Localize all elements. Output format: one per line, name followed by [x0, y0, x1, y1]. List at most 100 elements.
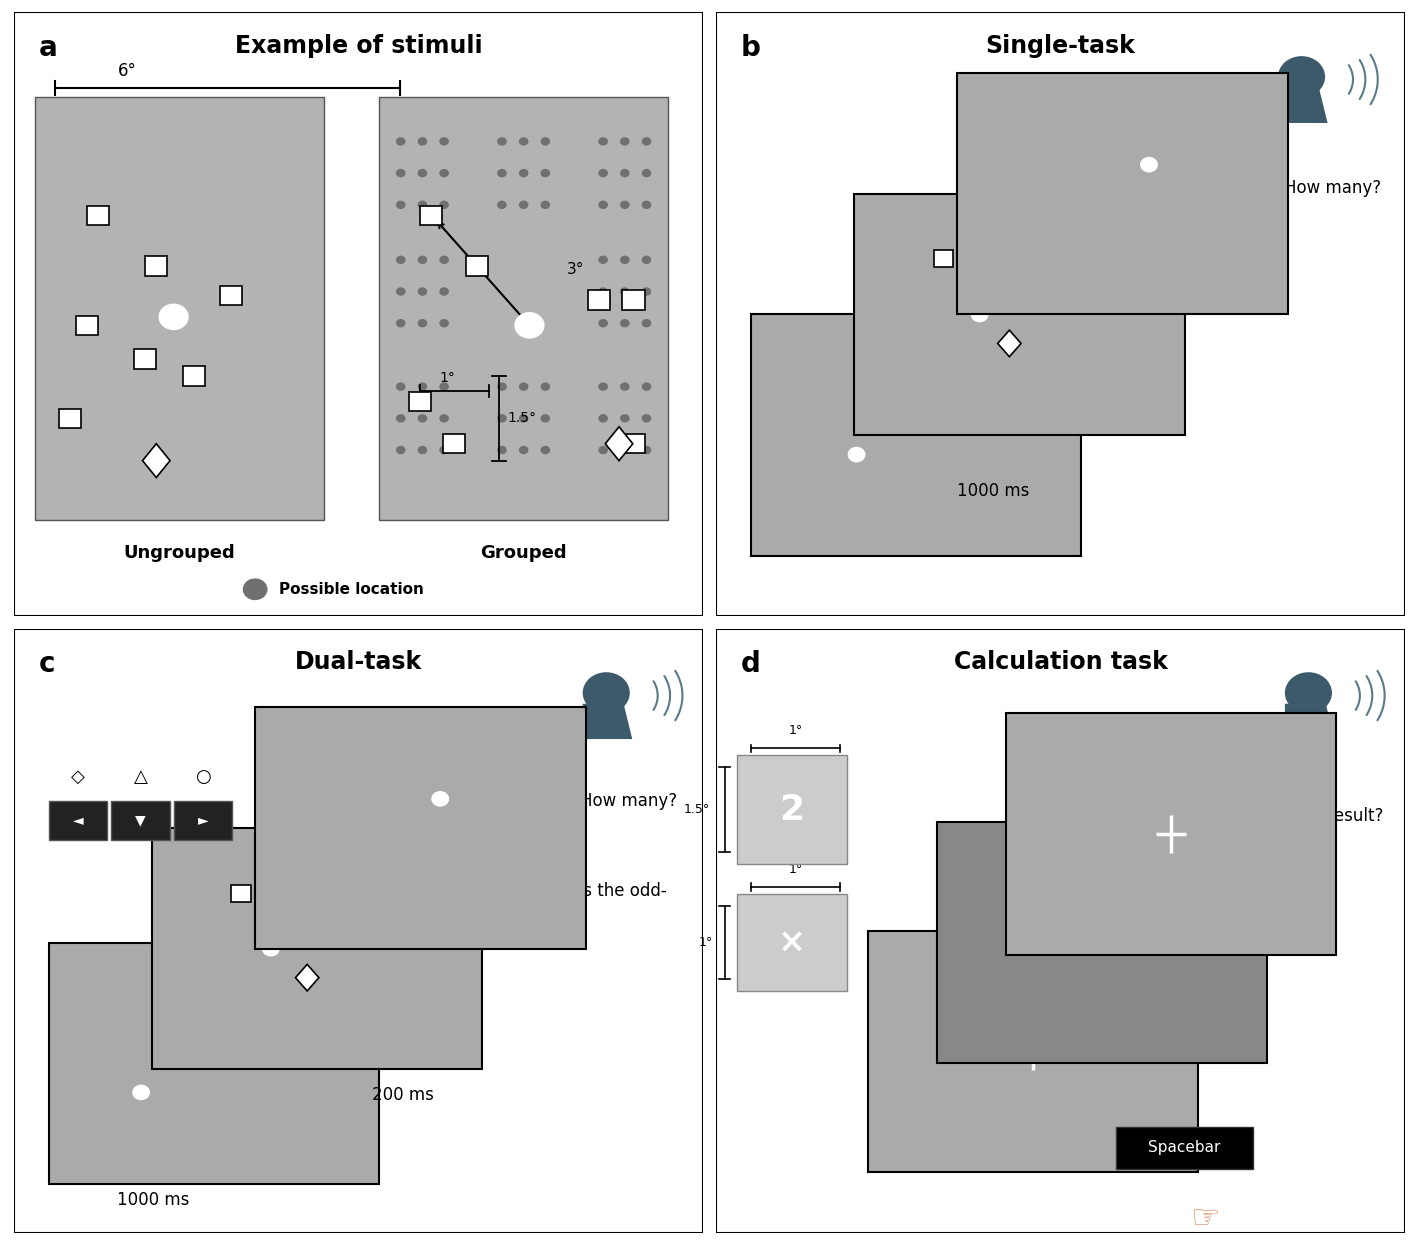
Circle shape [620, 319, 630, 327]
Bar [145, 256, 167, 276]
Circle shape [620, 137, 630, 146]
Text: Example of stimuli: Example of stimuli [234, 34, 482, 57]
Circle shape [541, 415, 551, 422]
Circle shape [396, 169, 406, 177]
Circle shape [599, 255, 607, 264]
Circle shape [417, 255, 427, 264]
Text: ○: ○ [196, 768, 211, 786]
Circle shape [497, 415, 507, 422]
Bar [443, 435, 465, 453]
Bar [220, 286, 243, 305]
Circle shape [497, 382, 507, 391]
Circle shape [1284, 672, 1332, 713]
Circle shape [417, 415, 427, 422]
Bar [409, 392, 430, 411]
Circle shape [519, 137, 528, 146]
Circle shape [620, 415, 630, 422]
Circle shape [132, 1084, 150, 1101]
Text: 2 × 3: 2 × 3 [1057, 928, 1147, 957]
Circle shape [519, 415, 528, 422]
Circle shape [396, 255, 406, 264]
Circle shape [440, 200, 448, 209]
Text: Calculation task: Calculation task [954, 650, 1168, 674]
Text: a: a [38, 34, 57, 61]
Bar [1006, 713, 1335, 955]
Circle shape [417, 288, 427, 296]
Circle shape [440, 319, 448, 327]
Circle shape [641, 137, 651, 146]
Text: 1.5°: 1.5° [508, 411, 536, 426]
Bar [623, 290, 644, 310]
Circle shape [514, 312, 545, 339]
Circle shape [971, 306, 989, 322]
Text: 1000 ms: 1000 ms [118, 1191, 190, 1209]
Bar [736, 756, 847, 864]
Circle shape [599, 319, 607, 327]
Text: 200 ms: 200 ms [372, 1086, 434, 1103]
Circle shape [440, 255, 448, 264]
Text: Single-task: Single-task [986, 34, 1135, 57]
Circle shape [497, 446, 507, 454]
Polygon shape [295, 965, 319, 991]
Circle shape [541, 137, 551, 146]
Bar [268, 921, 287, 937]
Bar [958, 73, 1288, 315]
Bar [854, 194, 1185, 436]
Circle shape [440, 137, 448, 146]
Text: 1°: 1° [700, 936, 714, 949]
Text: How many?: How many? [580, 792, 677, 809]
Bar [937, 822, 1267, 1063]
Text: △: △ [133, 768, 148, 786]
Circle shape [417, 446, 427, 454]
Text: d: d [741, 650, 761, 677]
Text: Spacebar: Spacebar [1148, 1140, 1220, 1155]
Bar [231, 885, 251, 901]
Text: 6°: 6° [118, 62, 136, 80]
Bar [1115, 1127, 1253, 1169]
Text: 1000 ms: 1000 ms [958, 482, 1030, 499]
Polygon shape [1284, 703, 1334, 740]
Circle shape [641, 288, 651, 296]
Bar [111, 801, 170, 840]
Bar [152, 828, 482, 1069]
Circle shape [440, 382, 448, 391]
Circle shape [641, 319, 651, 327]
Circle shape [497, 169, 507, 177]
Circle shape [396, 288, 406, 296]
Text: Which was the odd-
shape?: Which was the odd- shape? [502, 883, 667, 921]
Text: 200 ms: 200 ms [1212, 264, 1274, 283]
Bar [736, 894, 847, 991]
Circle shape [620, 382, 630, 391]
Circle shape [396, 415, 406, 422]
Circle shape [620, 200, 630, 209]
Bar [175, 801, 233, 840]
Polygon shape [1279, 87, 1328, 123]
Text: ►: ► [197, 813, 209, 828]
Text: ◄: ◄ [72, 813, 84, 828]
Text: Ungrouped: Ungrouped [123, 544, 236, 561]
Text: Result?: Result? [1324, 807, 1384, 824]
Circle shape [1139, 157, 1158, 173]
Text: 3°: 3° [568, 261, 585, 276]
Circle shape [396, 319, 406, 327]
Circle shape [1279, 56, 1325, 97]
Circle shape [620, 169, 630, 177]
Circle shape [599, 446, 607, 454]
Circle shape [541, 200, 551, 209]
Text: ▼: ▼ [135, 813, 146, 828]
Bar [48, 942, 379, 1184]
Circle shape [599, 382, 607, 391]
Circle shape [641, 169, 651, 177]
Circle shape [541, 382, 551, 391]
Bar [255, 707, 586, 949]
Circle shape [519, 382, 528, 391]
Circle shape [599, 288, 607, 296]
Circle shape [641, 446, 651, 454]
Bar [751, 315, 1081, 557]
Bar [75, 316, 98, 335]
Circle shape [583, 672, 630, 713]
Text: Grouped: Grouped [480, 544, 568, 561]
Polygon shape [583, 703, 633, 740]
Circle shape [519, 169, 528, 177]
Circle shape [497, 200, 507, 209]
